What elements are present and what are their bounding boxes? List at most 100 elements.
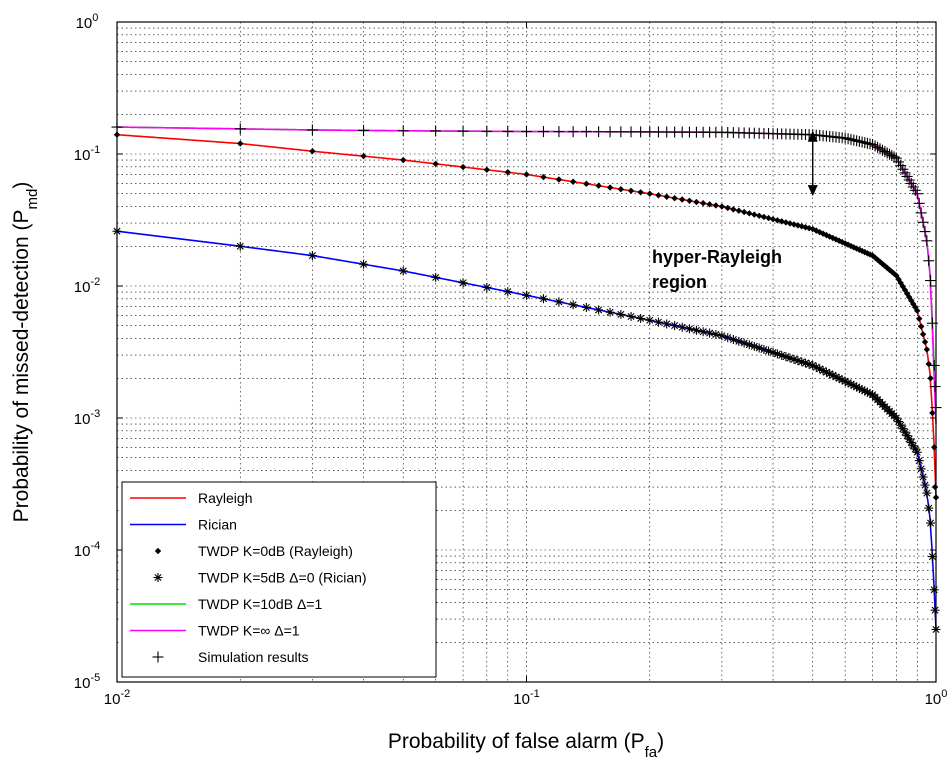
series-twdp-k-5db-0-rician-point-stroke	[555, 298, 563, 306]
series-simulation-results-point	[929, 381, 941, 393]
series-twdp-k-5db-0-rician-point-stroke	[901, 428, 909, 436]
series-twdp-k-5db-0-rician-point	[916, 464, 926, 474]
series-simulation-results-point	[911, 188, 923, 200]
series-twdp-k-5db-0-rician-point-stroke	[911, 445, 919, 453]
series-twdp-k-0db-rayleigh-point	[883, 264, 891, 272]
series-simulation-results-point	[397, 125, 409, 137]
series-twdp-k-0db-rayleigh-point	[929, 409, 936, 417]
series-simulation-results-point	[553, 126, 565, 138]
series-simulation-results-point	[593, 126, 605, 138]
series-twdp-k-5db-0-rician-point	[711, 329, 721, 339]
series-twdp-k-0db-rayleigh-point	[847, 242, 855, 250]
series-twdp-k-5db-0-rician-point-stroke	[844, 379, 852, 387]
series-simulation-results-point	[884, 148, 896, 160]
series-simulation-results-point	[848, 134, 860, 146]
series-twdp-k-5db-0-rician-point	[698, 327, 708, 337]
series-twdp-k-0db-rayleigh-point	[432, 160, 439, 168]
series-simulation-results-point	[502, 125, 514, 137]
series-twdp-k-5db-0-rician-point-stroke	[798, 358, 806, 366]
series-twdp-k-5db-0-rician-point-stroke	[760, 345, 768, 354]
series-twdp-k-5db-0-rician-point-stroke	[853, 383, 861, 391]
series-twdp-k-5db-0-rician-point	[924, 503, 934, 513]
series-twdp-k-0db-rayleigh-point	[686, 197, 693, 204]
series-twdp-k-5db-0-rician-point-stroke	[909, 442, 917, 450]
series-twdp-k-5db-0-rician-point	[912, 447, 922, 457]
series-twdp-k-5db-0-rician-point-stroke	[504, 288, 512, 296]
series-twdp-k-5db-0-rician-point-stroke	[801, 359, 810, 367]
legend-twdp-k-1-label: TWDP K=∞ Δ=1	[198, 623, 300, 639]
series-twdp-k-5db-0-rician-point	[581, 302, 591, 312]
series-twdp-k-5db-0-rician-point	[538, 294, 548, 304]
series-twdp-k-5db-0-rician-point-stroke	[917, 465, 925, 473]
series-twdp-k-0db-rayleigh-point	[583, 180, 590, 188]
series-twdp-k-5db-0-rician-point-stroke	[925, 504, 933, 512]
series-twdp-k-5db-0-rician-point-stroke	[782, 353, 790, 361]
series-twdp-k-0db-rayleigh-point	[871, 254, 879, 261]
series-twdp-k-0db-rayleigh-point	[931, 444, 938, 451]
series-simulation-results-markers	[111, 121, 942, 414]
series-twdp-k-5db-0-rician-point	[723, 333, 733, 343]
y-axis-label: Probability of missed-detection (Pmd)	[10, 182, 41, 523]
series-simulation-results-point	[234, 123, 246, 135]
legend-rician-label: Rician	[198, 517, 237, 533]
series-twdp-k-5db-0-rician-point	[235, 241, 245, 251]
series-simulation-results-point	[874, 143, 886, 155]
series-twdp-k-5db-0-rician-point	[918, 472, 928, 482]
series-twdp-k-0db-rayleigh-point	[751, 211, 758, 218]
series-twdp-k-5db-0-rician-point	[482, 282, 492, 292]
series-twdp-k-5db-0-rician-point-stroke	[699, 328, 707, 336]
series-simulation-results-point	[872, 141, 884, 153]
series-twdp-k-0db-rayleigh-point	[617, 186, 625, 193]
series-simulation-results-point	[457, 125, 469, 137]
series-twdp-k-0db-rayleigh-point	[879, 260, 886, 268]
series-twdp-k-0db-rayleigh-point	[595, 182, 602, 189]
series-twdp-k-0db-rayleigh-point	[809, 225, 816, 233]
series-twdp-k-5db-0-rician-point	[636, 313, 646, 323]
series-twdp-k-0db-rayleigh-point	[740, 208, 748, 216]
legend-twdp-k-0db-rayleigh-label: TWDP K=0dB (Rayleigh)	[198, 543, 353, 559]
series-simulation-results-point	[888, 151, 900, 163]
series-simulation-results-point	[869, 140, 881, 152]
series-simulation-results-point	[886, 150, 898, 162]
series-simulation-results-point	[859, 137, 871, 149]
series-simulation-results-point	[913, 197, 925, 209]
series-twdp-k-0db-rayleigh-point	[876, 258, 884, 266]
series-twdp-k-5db-0-rician-point	[662, 319, 672, 329]
series-twdp-k-5db-0-rician-point-stroke	[915, 457, 923, 465]
series-twdp-k-5db-0-rician-point	[793, 356, 803, 366]
series-simulation-results-point	[615, 126, 627, 138]
series-twdp-k-5db-0-rician-point-stroke	[928, 553, 936, 561]
series-twdp-k-0db-rayleigh-point	[569, 178, 577, 185]
series-twdp-k-5db-0-rician-point-stroke	[899, 425, 907, 433]
x-axis-label: Probability of false alarm (Pfa)	[388, 730, 664, 761]
series-twdp-k-5db-0-rician-point	[930, 605, 940, 615]
series-twdp-k-5db-0-rician-point	[768, 347, 778, 357]
series-twdp-k-0db-rayleigh-point	[360, 152, 367, 160]
series-twdp-k-5db-0-rician-point	[568, 300, 578, 310]
series-simulation-results-point	[864, 138, 876, 150]
series-twdp-k-0db-rayleigh-point	[724, 204, 731, 212]
series-twdp-k-5db-0-rician-point-stroke	[894, 418, 903, 426]
series-twdp-k-5db-0-rician-point-stroke	[706, 329, 714, 337]
series-simulation-results-point	[881, 147, 893, 159]
series-twdp-k-5db-0-rician-point-stroke	[617, 310, 625, 318]
series-twdp-k-0db-rayleigh-point	[881, 262, 889, 270]
series-twdp-k-5db-0-rician-point-stroke	[627, 312, 635, 321]
series-simulation-results-point	[306, 124, 318, 136]
series-twdp-k-5db-0-rician-point	[926, 518, 936, 528]
series-twdp-k-5db-0-rician-point-stroke	[805, 360, 813, 368]
series-twdp-k-5db-0-rician-point-stroke	[809, 361, 817, 370]
series-simulation-results-point	[430, 125, 442, 137]
series-simulation-results-point	[917, 216, 929, 228]
annotation-line1: hyper-Rayleigh	[652, 247, 782, 267]
series-twdp-k-5db-0-rician-point-stroke	[637, 314, 645, 322]
series-twdp-k-5db-0-rician-point-stroke	[847, 380, 855, 388]
series-twdp-k-0db-rayleigh-point	[765, 214, 772, 222]
series-twdp-k-5db-0-rician-point	[626, 311, 636, 321]
series-twdp-k-0db-rayleigh-point	[916, 315, 923, 322]
series-twdp-k-5db-0-rician-point	[914, 456, 924, 466]
series-twdp-k-5db-0-rician-point-stroke	[855, 384, 863, 392]
series-twdp-k-0db-rayleigh-point	[678, 196, 686, 203]
series-twdp-k-0db-rayleigh-point	[400, 156, 407, 164]
series-simulation-results-point	[928, 359, 940, 371]
